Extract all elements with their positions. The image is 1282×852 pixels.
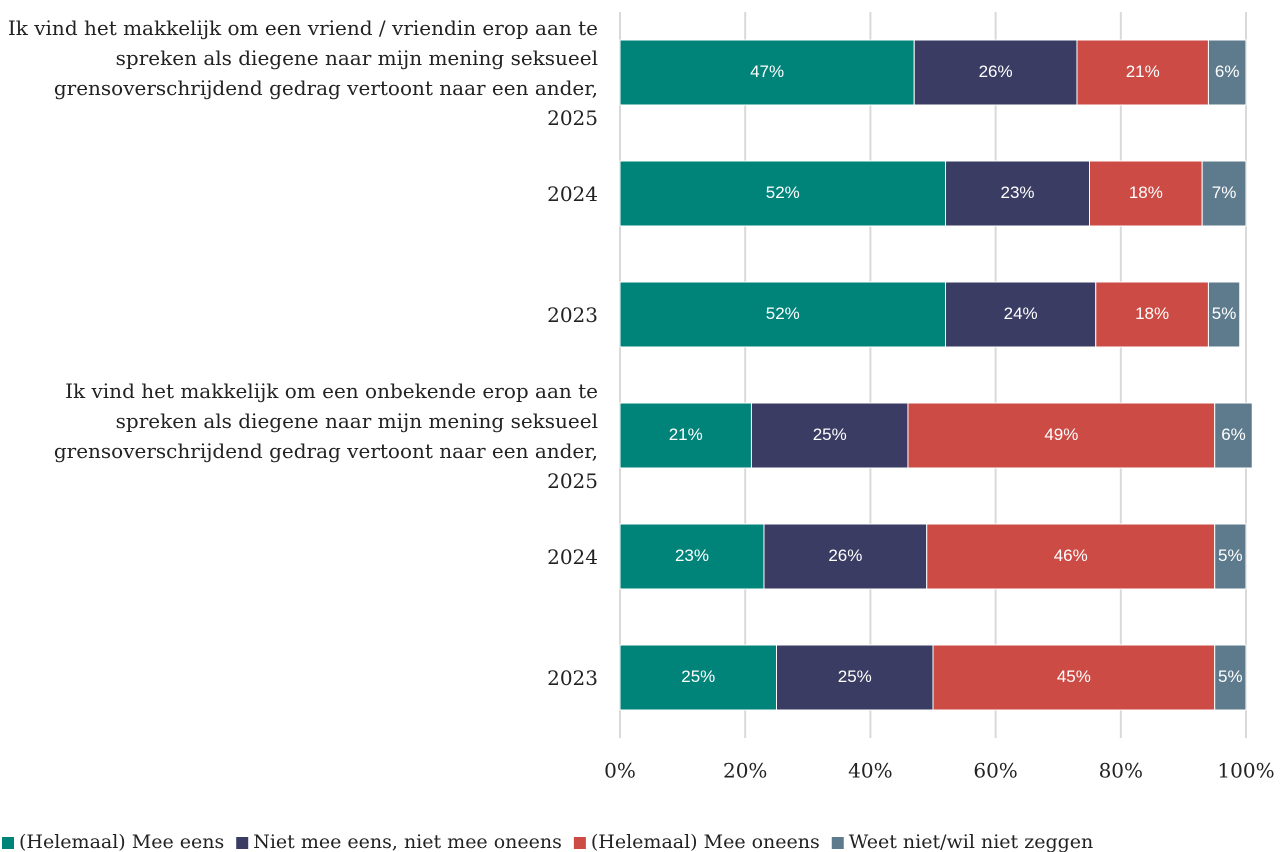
data-label: 21% [1126,62,1160,81]
data-label: 18% [1135,304,1169,323]
bar-segment [619,523,765,590]
bar-segment [763,523,928,590]
data-label: 23% [675,546,709,565]
data-label: 21% [669,425,703,444]
data-label: 49% [1044,425,1078,444]
data-label: 5% [1212,304,1237,323]
bar-segment [1214,402,1253,469]
data-label: 26% [828,546,862,565]
bar-segment [619,39,915,106]
legend-swatch [236,837,249,849]
data-label: 52% [766,304,800,323]
bar-segment [945,281,1097,348]
bar-segment [619,281,947,348]
data-label: 6% [1221,425,1246,444]
bar-segment [932,644,1216,711]
bar-segment [945,160,1091,227]
category-label-box: 2023 [547,302,598,327]
bar-segment [619,402,752,469]
bar-segment [1095,281,1209,348]
y-tick-label: Ik vind het makkelijk om een onbekende e… [53,378,598,493]
data-label: 46% [1054,546,1088,565]
bar-segment [1214,644,1247,711]
x-tick-label: 40% [848,759,892,783]
category-label-box: 2024 [547,544,598,569]
data-label: 5% [1218,546,1243,565]
legend-swatch [831,837,844,849]
legend-label: (Helemaal) Mee eens [19,831,224,852]
category-label-box: 2024 [547,181,598,206]
data-label: 25% [681,667,715,686]
data-label: 25% [813,425,847,444]
data-label: 7% [1212,183,1237,202]
data-label: 45% [1057,667,1091,686]
data-label: 47% [750,62,784,81]
y-tick-label: 2024 [547,181,598,206]
data-label: 18% [1129,183,1163,202]
data-label: 26% [979,62,1013,81]
x-tick-label: 20% [723,759,767,783]
legend-swatch [573,837,586,849]
bar-segment [1207,281,1241,348]
category-label-box: 2023 [547,665,598,690]
bar-segment [1207,39,1247,106]
x-tick-label: 60% [973,759,1017,783]
legend-label: Niet mee eens, niet mee oneens [253,831,562,852]
y-tick-label: Ik vind het makkelijk om een vriend / vr… [7,15,598,130]
x-tick-label: 100% [1217,759,1274,783]
bar-segment [1201,160,1247,227]
data-label: 25% [838,667,872,686]
bar-segment [619,160,947,227]
data-label: 6% [1215,62,1240,81]
bar-segment [1089,160,1203,227]
y-tick-label: 2023 [547,302,598,327]
category-label-box: Ik vind het makkelijk om een onbekende e… [53,378,598,493]
data-label: 24% [1004,304,1038,323]
y-tick-label: 2024 [547,544,598,569]
y-tick-label: 2023 [547,665,598,690]
category-label-box: Ik vind het makkelijk om een vriend / vr… [7,15,598,130]
data-label: 52% [766,183,800,202]
data-label: 5% [1218,667,1243,686]
legend-label: (Helemaal) Mee oneens [591,831,820,852]
bar-segment [1214,523,1247,590]
data-label: 23% [1000,183,1034,202]
bar-segment [750,402,909,469]
legend-label: Weet niet/wil niet zeggen [849,831,1094,852]
x-tick-label: 0% [604,759,636,783]
bar-segment [619,644,777,711]
legend-swatch [2,837,14,849]
x-tick-label: 80% [1099,759,1143,783]
